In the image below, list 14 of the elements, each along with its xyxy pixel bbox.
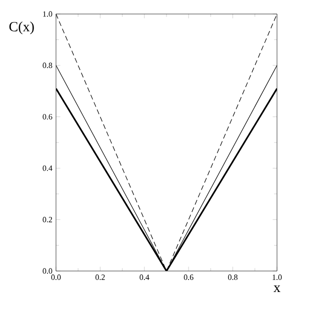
x-tick-label: 0.6	[184, 274, 194, 280]
x-tick-label: 0.0	[51, 274, 61, 280]
y-tick-label: 1.0	[43, 11, 52, 17]
y-tick-label: 0.4	[42, 165, 52, 171]
x-tick-label: 0.8	[228, 274, 238, 280]
x-tick-label: 1.0	[272, 274, 282, 280]
y-tick-label: 0.6	[42, 114, 52, 120]
y-tick-label: 0.8	[42, 62, 52, 68]
x-axis-title: x	[274, 286, 280, 292]
y-tick-label: 0.2	[42, 216, 52, 222]
x-tick-label: 0.4	[140, 274, 150, 280]
y-tick-label: 0.0	[42, 268, 52, 274]
y-axis-title: C(x)	[9, 22, 34, 34]
x-tick-label: 0.2	[96, 274, 105, 280]
